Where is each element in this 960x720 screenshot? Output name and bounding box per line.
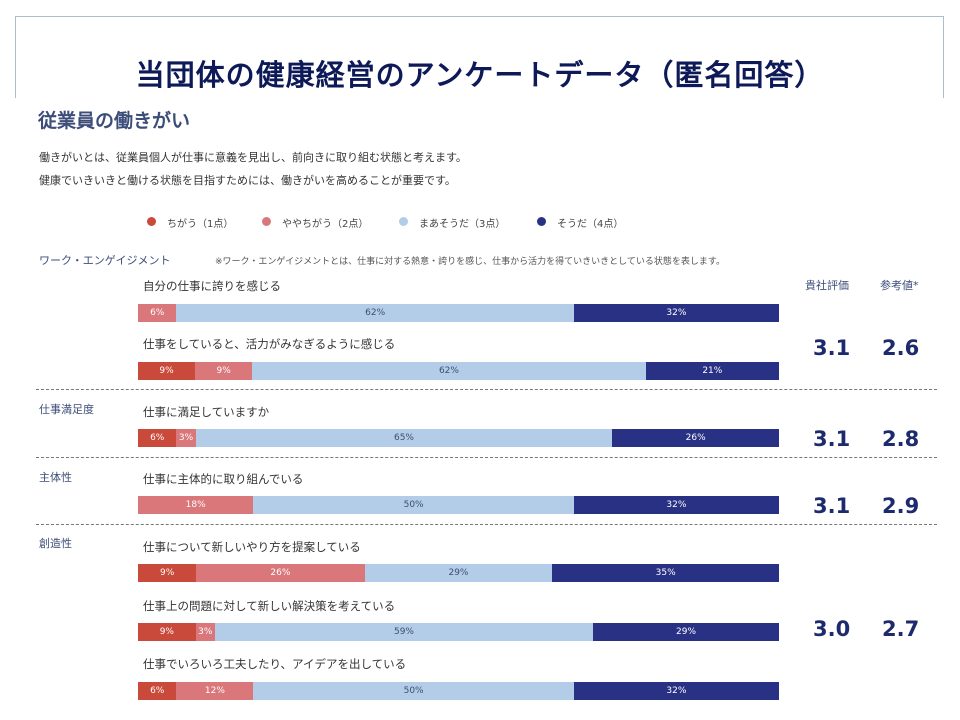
category-label-proactiveness: 主体性 [39,471,72,484]
segment-disagree: 9% [138,623,196,641]
stacked-bar: 6% 12% 50% 32% [138,682,779,700]
reference-score-proactiveness: 2.9 [882,494,920,518]
question-label: 仕事でいろいろ工夫したり、アイデアを出している [143,657,407,671]
legend-label: まあそうだ（3点） [419,219,506,230]
description-line-2: 健康でいきいきと働ける状態を目指すためには、働きがいを高めることが重要です。 [39,174,456,187]
category-label-satisfaction: 仕事満足度 [39,403,94,416]
segment-somewhat-agree: 62% [176,304,574,322]
company-score-proactiveness: 3.1 [813,494,851,518]
legend-label: そうだ（4点） [557,219,624,230]
reference-score-creativity: 2.7 [882,617,920,641]
segment-agree: 35% [552,564,779,582]
segment-agree: 29% [593,623,779,641]
legend-label: ちがう（1点） [167,219,234,230]
segment-somewhat-disagree: 9% [195,362,253,380]
divider [36,524,937,525]
legend-dot-icon [147,217,156,226]
segment-somewhat-agree: 65% [195,429,613,447]
page-title: 当団体の健康経営のアンケートデータ（匿名回答） [135,58,825,92]
question-label: 仕事について新しいやり方を提案している [143,540,361,554]
segment-agree: 32% [573,682,779,700]
segment-agree: 32% [573,496,779,514]
segment-somewhat-agree: 62% [252,362,646,380]
legend-label: ややちがう（2点） [282,219,369,230]
header-reference-score: 参考値* [880,279,919,292]
company-score-work-engagement: 3.1 [813,336,851,360]
question-label: 仕事をしていると、活力がみなぎるように感じる [143,337,396,351]
question-label: 自分の仕事に誇りを感じる [143,279,281,293]
segment-agree: 21% [645,362,779,380]
segment-agree: 26% [612,429,779,447]
stacked-bar: 6% 3% 65% 26% [138,429,779,447]
category-label-creativity: 創造性 [39,537,72,550]
question-label: 仕事に満足していますか [143,405,270,419]
legend: ちがう（1点） ややちがう（2点） まあそうだ（3点） そうだ（4点） [0,215,960,231]
segment-somewhat-disagree: 3% [195,623,215,641]
stacked-bar: 9% 26% 29% 35% [138,564,779,582]
segment-somewhat-disagree: 26% [196,564,365,582]
stacked-bar: 6% 62% 32% [138,304,779,322]
stacked-bar: 9% 9% 62% 21% [138,362,779,380]
stacked-bar: 9% 3% 59% 29% [138,623,779,641]
segment-somewhat-disagree: 3% [176,429,196,447]
segment-somewhat-disagree: 6% [138,304,177,322]
segment-disagree: 9% [138,564,197,582]
legend-dot-icon [399,217,408,226]
description-line-1: 働きがいとは、従業員個人が仕事に意義を見出し、前向きに取り組む状態と考えます。 [39,151,467,164]
legend-dot-icon [537,217,546,226]
segment-somewhat-agree: 59% [214,623,594,641]
section-title: 従業員の働きがい [38,110,191,132]
category-label-work-engagement: ワーク・エンゲイジメント [39,254,171,267]
segment-disagree: 6% [138,682,177,700]
reference-score-satisfaction: 2.8 [882,427,920,451]
header-company-score: 貴社評価 [805,279,849,292]
divider [36,457,937,458]
company-score-satisfaction: 3.1 [813,427,851,451]
segment-somewhat-disagree: 18% [138,496,254,514]
title-frame [15,16,944,96]
legend-dot-icon [262,217,271,226]
segment-somewhat-disagree: 12% [176,682,254,700]
segment-agree: 32% [573,304,779,322]
company-score-creativity: 3.0 [813,617,851,641]
segment-disagree: 9% [138,362,196,380]
stacked-bar: 18% 50% 32% [138,496,779,514]
reference-score-work-engagement: 2.6 [882,336,920,360]
segment-disagree: 6% [138,429,177,447]
divider [36,389,937,390]
segment-somewhat-agree: 29% [364,564,553,582]
segment-somewhat-agree: 50% [253,496,574,514]
category-note: ※ワーク・エンゲイジメントとは、仕事に対する熱意・誇りを感じ、仕事から活力を得て… [215,257,726,267]
question-label: 仕事に主体的に取り組んでいる [143,472,304,486]
question-label: 仕事上の問題に対して新しい解決策を考えている [143,599,396,613]
segment-somewhat-agree: 50% [253,682,574,700]
